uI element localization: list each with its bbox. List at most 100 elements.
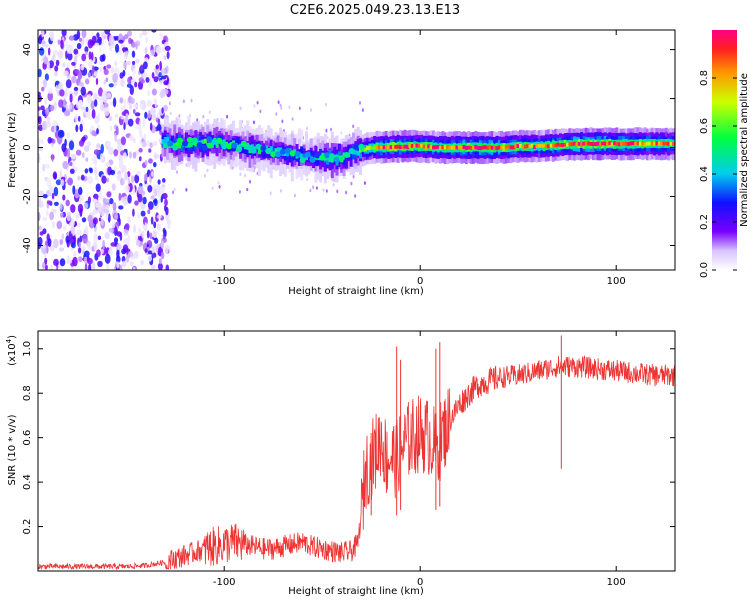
- spectrogram-band-cell: [643, 142, 647, 147]
- spectrogram-noise-blob: [76, 30, 81, 40]
- spectrogram-noise-blob: [88, 51, 92, 60]
- spectrogram-noise-blob: [123, 122, 126, 131]
- spectrogram-noise-blob: [137, 185, 144, 195]
- spectrogram-band-cell: [429, 145, 433, 150]
- spectrogram-noise-blob: [78, 99, 83, 108]
- spectrogram-noise-blob: [55, 59, 60, 67]
- spectrogram-noise-blob: [41, 40, 46, 45]
- spectrogram-band-cell: [606, 141, 609, 146]
- spectrogram-noise-blob: [93, 92, 98, 102]
- colorbar-label: Normalized spectral amplitude: [739, 73, 750, 227]
- spectrogram-band-cell: [300, 153, 304, 160]
- spectrogram-noise-blob: [176, 170, 178, 174]
- spectrogram-noise-blob: [55, 179, 62, 186]
- spectrogram-noise-blob: [106, 141, 111, 149]
- spectrogram-band-cell: [580, 142, 584, 147]
- spectrogram-band-cell: [330, 158, 334, 163]
- spectrogram-noise-blob: [92, 261, 96, 270]
- spectrogram-signal-blob: [319, 154, 326, 161]
- spectrogram-noise-blob: [156, 223, 161, 231]
- spectrogram-noise-blob: [52, 50, 59, 56]
- spectrogram-band-cell: [570, 142, 574, 146]
- colorbar-gradient: [712, 30, 737, 270]
- spectrogram-band-cell: [314, 154, 318, 166]
- spectrogram-band-cell: [533, 145, 537, 149]
- spectrogram-noise-blob: [81, 30, 87, 39]
- colorbar-tick-label: 0.6: [699, 118, 710, 134]
- spectrogram-noise-blob: [155, 185, 161, 193]
- spectrogram-y-tick-label: 20: [22, 92, 33, 105]
- spectrogram-noise-blob: [78, 37, 83, 42]
- spectrogram-noise-blob: [96, 143, 101, 149]
- spectrogram-noise-blob: [140, 260, 144, 266]
- spectrogram-band-cell: [173, 138, 177, 148]
- spectrogram-noise-blob: [97, 112, 100, 122]
- spectrogram-noise-blob: [158, 80, 164, 86]
- spectrogram-noise-blob: [62, 194, 66, 201]
- spectrogram-y-ticks: -40 -20 0 20 40: [22, 43, 675, 254]
- spectrogram-noise-blob: [49, 244, 55, 252]
- spectrogram-band-cell: [272, 145, 275, 157]
- snr-series-line: [38, 355, 675, 571]
- spectrogram-y-label: Frequency (Hz): [7, 112, 18, 188]
- spectrogram-band-cell: [403, 144, 407, 149]
- spectrogram-noise-blob: [87, 214, 93, 223]
- spectrogram-x-tick-label: 0: [417, 276, 423, 287]
- spectrogram-noise-blob: [136, 170, 141, 176]
- spectrogram-band-cell: [274, 148, 278, 154]
- spectrogram-noise-blob: [275, 112, 278, 116]
- spectrogram-noise-blob: [66, 148, 71, 159]
- spectrogram-noise-blob: [306, 126, 308, 131]
- spectrogram-noise-blob: [164, 205, 167, 212]
- spectrogram-noise-blob: [118, 205, 124, 210]
- spectrogram-y-tick-label: 40: [22, 43, 33, 56]
- spectrogram-signal-blob: [289, 150, 296, 157]
- spectrogram-noise-blob: [324, 102, 327, 107]
- spectrogram-noise-blob: [146, 101, 152, 107]
- colorbar: 0.0 0.2 0.4 0.6 0.8 Normalized spectral ampl…: [699, 30, 750, 278]
- spectrogram-band-cell: [203, 138, 207, 144]
- spectrogram-noise-blob: [52, 120, 59, 127]
- spectrogram-noise-blob: [165, 264, 170, 270]
- spectrogram-noise-blob: [61, 143, 66, 153]
- spectrogram-noise-blob: [151, 88, 157, 96]
- spectrogram-noise-blob: [352, 124, 355, 129]
- spectrogram-noise-blob: [38, 106, 42, 111]
- spectrogram-noise-blob: [44, 163, 51, 169]
- spectrogram-noise-blob: [121, 47, 128, 52]
- spectrogram-noise-blob: [62, 160, 69, 170]
- spectrogram-noise-blob: [108, 44, 113, 52]
- spectrogram-x-ticks: -100 0 100: [213, 30, 626, 287]
- spectrogram-noise-blob: [148, 76, 152, 87]
- spectrogram-band-cell: [523, 144, 527, 149]
- spectrogram-band-cell: [210, 143, 214, 148]
- spectrogram-noise-blob: [160, 251, 165, 260]
- spectrogram-noise-blob: [115, 125, 119, 136]
- spectrogram-band-cell: [432, 145, 435, 150]
- spectrogram-band-cell: [262, 145, 266, 159]
- spectrogram-noise-blob: [71, 75, 77, 84]
- spectrogram-noise-blob: [129, 97, 135, 105]
- spectrogram-band-cell: [189, 142, 193, 147]
- spectrogram-noise-blob: [146, 230, 150, 239]
- spectrogram-band-cell: [514, 144, 518, 148]
- spectrogram-noise-blob: [149, 122, 153, 131]
- spectrogram-band-cell: [530, 143, 534, 148]
- spectrogram-band-cell: [220, 140, 224, 146]
- spectrogram-signal-blob: [201, 144, 208, 151]
- spectrogram-noise-blob: [42, 216, 48, 222]
- spectrogram-noise-blob: [152, 187, 155, 198]
- spectrogram-noise-blob: [109, 197, 114, 205]
- spectrogram-noise-blob: [151, 113, 157, 121]
- spectrogram-band-cell: [455, 145, 459, 150]
- spectrogram-noise-blob: [90, 51, 94, 61]
- spectrogram-band-cell: [279, 147, 283, 152]
- spectrogram-noise-blob: [97, 260, 103, 268]
- spectrogram-noise-blob: [165, 65, 169, 74]
- spectrogram-band-cell: [377, 145, 381, 149]
- spectrogram-noise-blob: [51, 154, 54, 162]
- spectrogram-band-cell: [446, 145, 450, 149]
- spectrogram-noise-blob: [116, 243, 122, 251]
- spectrogram-noise-blob: [151, 72, 155, 79]
- spectrogram-noise-blob: [70, 218, 75, 228]
